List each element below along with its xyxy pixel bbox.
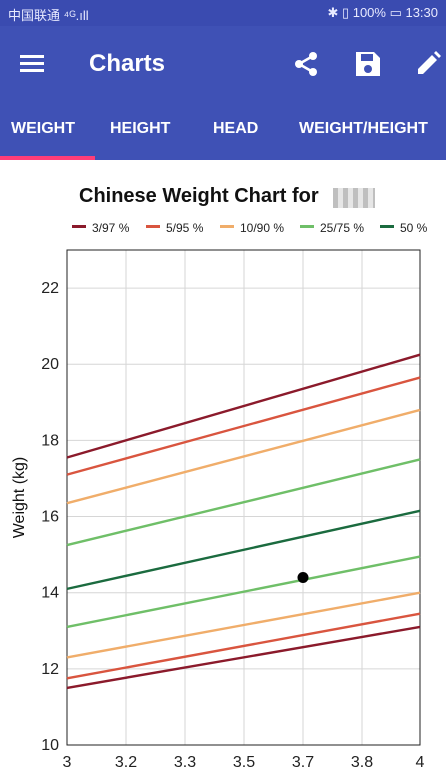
- y-tick-label: 20: [41, 356, 59, 373]
- tab-height[interactable]: HEIGHT: [110, 120, 171, 137]
- share-icon[interactable]: [290, 48, 322, 80]
- y-tick-label: 10: [41, 737, 59, 754]
- x-tick-label: 3.8: [351, 754, 373, 771]
- status-right: ✱ ▯ 100% ▭ 13:30: [327, 5, 438, 20]
- legend-swatch: [220, 225, 234, 229]
- x-tick-label: 3.7: [292, 754, 314, 771]
- series-line: [66, 555, 421, 629]
- y-axis-label: Weight (kg): [11, 457, 28, 539]
- status-bar: 中国联通 ⁴ᴳ.ıll ✱ ▯ 100% ▭ 13:30: [0, 0, 446, 26]
- app-title: Charts: [89, 50, 166, 77]
- y-tick-label: 18: [41, 432, 59, 449]
- legend-swatch: [380, 225, 394, 229]
- weight-chart[interactable]: 10 12 14 16 18 20 22 3 3.2 3.3 3.5 3.7 3.8 4 Weight (k…: [0, 240, 446, 772]
- tab-indicator: [0, 156, 95, 160]
- tab-head[interactable]: HEAD: [213, 120, 259, 137]
- series-line: [66, 509, 421, 591]
- legend-label: 10/90 %: [240, 221, 285, 235]
- carrier-signal: 中国联通 ⁴ᴳ.ıll: [8, 8, 89, 23]
- x-tick-label: 3.3: [174, 754, 196, 771]
- legend-label: 50 %: [400, 221, 428, 235]
- chart-title: Chinese Weight Chart for: [79, 185, 319, 207]
- edit-icon[interactable]: [412, 48, 444, 80]
- legend-item: 3/97 %: [72, 221, 129, 235]
- series-line: [66, 376, 421, 476]
- series-line: [66, 458, 421, 547]
- chart-legend: 3/97 % 5/95 % 10/90 % 25/75 % 50 %: [0, 221, 446, 239]
- series-line: [66, 408, 421, 505]
- legend-item: 5/95 %: [146, 221, 203, 235]
- legend-label: 25/75 %: [320, 221, 365, 235]
- tab-weight-height[interactable]: WEIGHT/HEIGHT: [299, 120, 428, 137]
- y-tick-label: 14: [41, 585, 59, 602]
- tab-weight[interactable]: WEIGHT: [11, 120, 75, 137]
- legend-label: 3/97 %: [92, 221, 130, 235]
- plot-frame: [66, 249, 421, 746]
- y-tick-label: 22: [41, 280, 59, 297]
- legend-item: 50 %: [380, 221, 427, 235]
- x-tick-label: 3.2: [115, 754, 137, 771]
- x-tick-label: 4: [416, 754, 425, 771]
- legend-swatch: [146, 225, 160, 229]
- legend-label: 5/95 %: [166, 221, 204, 235]
- series-line: [66, 625, 421, 690]
- legend-item: 25/75 %: [300, 221, 364, 235]
- x-tick-label: 3.5: [233, 754, 255, 771]
- legend-swatch: [300, 225, 314, 229]
- series-line: [66, 591, 421, 659]
- x-tick-label: 3: [63, 754, 72, 771]
- y-tick-label: 16: [41, 509, 59, 526]
- tab-bar: WEIGHT HEIGHT HEAD WEIGHT/HEIGHT: [0, 102, 446, 160]
- y-tick-label: 12: [41, 661, 59, 678]
- series-line: [66, 353, 421, 459]
- legend-item: 10/90 %: [220, 221, 284, 235]
- series-line: [66, 612, 421, 680]
- legend-swatch: [72, 225, 86, 229]
- menu-icon[interactable]: [14, 48, 50, 80]
- save-icon[interactable]: [352, 48, 384, 80]
- data-point: [297, 571, 309, 583]
- redacted-name-image: [333, 188, 375, 208]
- app-bar: Charts: [0, 26, 446, 102]
